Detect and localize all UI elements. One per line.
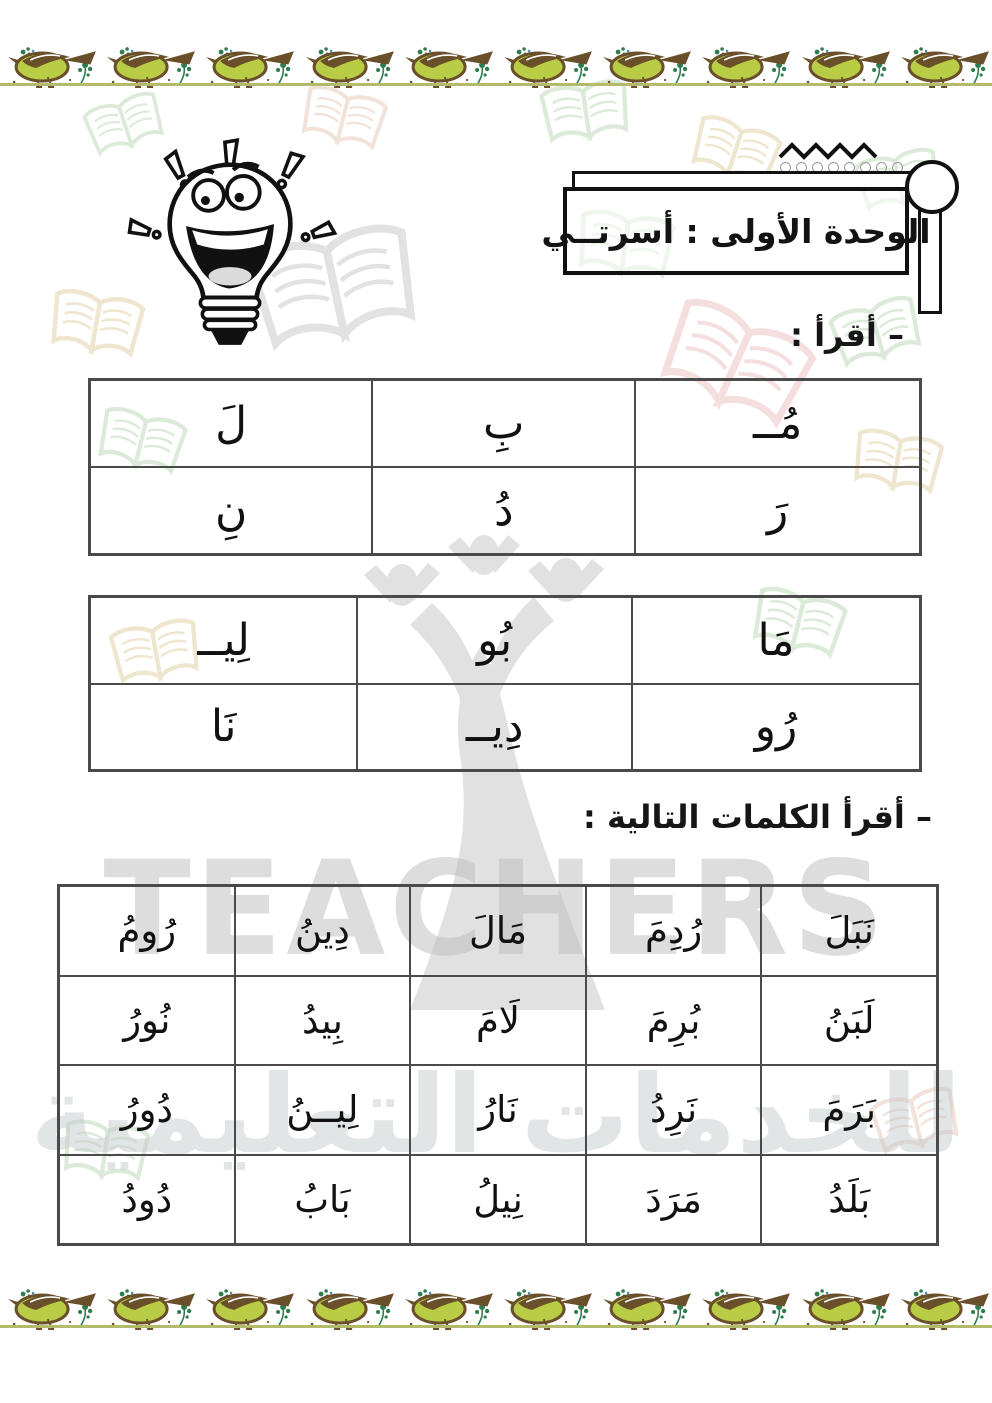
table-cell: لِيــنُ: [234, 1065, 411, 1155]
table-cell: بِ: [372, 380, 636, 467]
table-cell: لَامَ: [410, 975, 586, 1065]
table-cell: مَالَ: [410, 886, 586, 976]
heading-read: – أقرأ :: [790, 316, 904, 354]
table-cell: مَا: [632, 597, 920, 684]
syllable-table-2: مَا بُو لِيــ رُو دِيــ نَا: [88, 595, 922, 772]
table-cell: نَارُ: [410, 1065, 586, 1155]
heading-read-words: – أقرأ الكلمات التالية :: [583, 798, 932, 836]
table-cell: مَرَدَ: [585, 1154, 762, 1244]
border-line: [0, 83, 992, 86]
table-cell: نَرِدُ: [585, 1065, 762, 1155]
table-cell: رُدِمَ: [585, 886, 762, 976]
table-cell: دُودُ: [59, 1154, 235, 1244]
table-cell: دُورُ: [59, 1065, 235, 1155]
table-cell: مُــ: [635, 380, 920, 467]
bottom-bird-border: [0, 1282, 992, 1332]
table-cell: دِيــ: [357, 683, 632, 770]
table-cell: نِيلُ: [410, 1154, 586, 1244]
unit-title: الوحدة الأولى : أسرتــي: [541, 211, 931, 251]
table-cell: دُ: [372, 467, 636, 554]
table-cell: نُورُ: [59, 975, 235, 1065]
table-cell: لَبَنُ: [761, 975, 937, 1065]
table-cell: لَ: [90, 380, 373, 467]
table-cell: بَرَمَ: [761, 1065, 937, 1155]
table-cell: نِ: [90, 467, 373, 554]
words-table: نَبَلَ رُدِمَ مَالَ دِينُ رُومُ لَبَنُ ب…: [57, 884, 939, 1246]
top-bird-border: [0, 40, 992, 90]
zigzag-decoration-icon: [778, 142, 878, 160]
table-cell: لِيــ: [90, 597, 358, 684]
table-cell: رُومُ: [59, 886, 235, 976]
table-cell: دِينُ: [234, 886, 411, 976]
unit-title-box: الوحدة الأولى : أسرتــي: [541, 187, 931, 275]
table-cell: نَا: [90, 683, 358, 770]
syllable-table-1: مُــ بِ لَ رَ دُ نِ: [88, 378, 922, 556]
table-cell: رَ: [635, 467, 920, 554]
table-cell: بَلَدُ: [761, 1154, 937, 1244]
laughing-lightbulb-icon: [127, 138, 338, 345]
table-cell: بَابُ: [234, 1154, 411, 1244]
table-cell: بُرِمَ: [585, 975, 762, 1065]
table-cell: بِيدُ: [234, 975, 411, 1065]
table-cell: نَبَلَ: [761, 886, 937, 976]
border-line: [0, 1325, 992, 1328]
table-cell: رُو: [632, 683, 920, 770]
table-cell: بُو: [357, 597, 632, 684]
title-pin-circle: [905, 160, 959, 214]
